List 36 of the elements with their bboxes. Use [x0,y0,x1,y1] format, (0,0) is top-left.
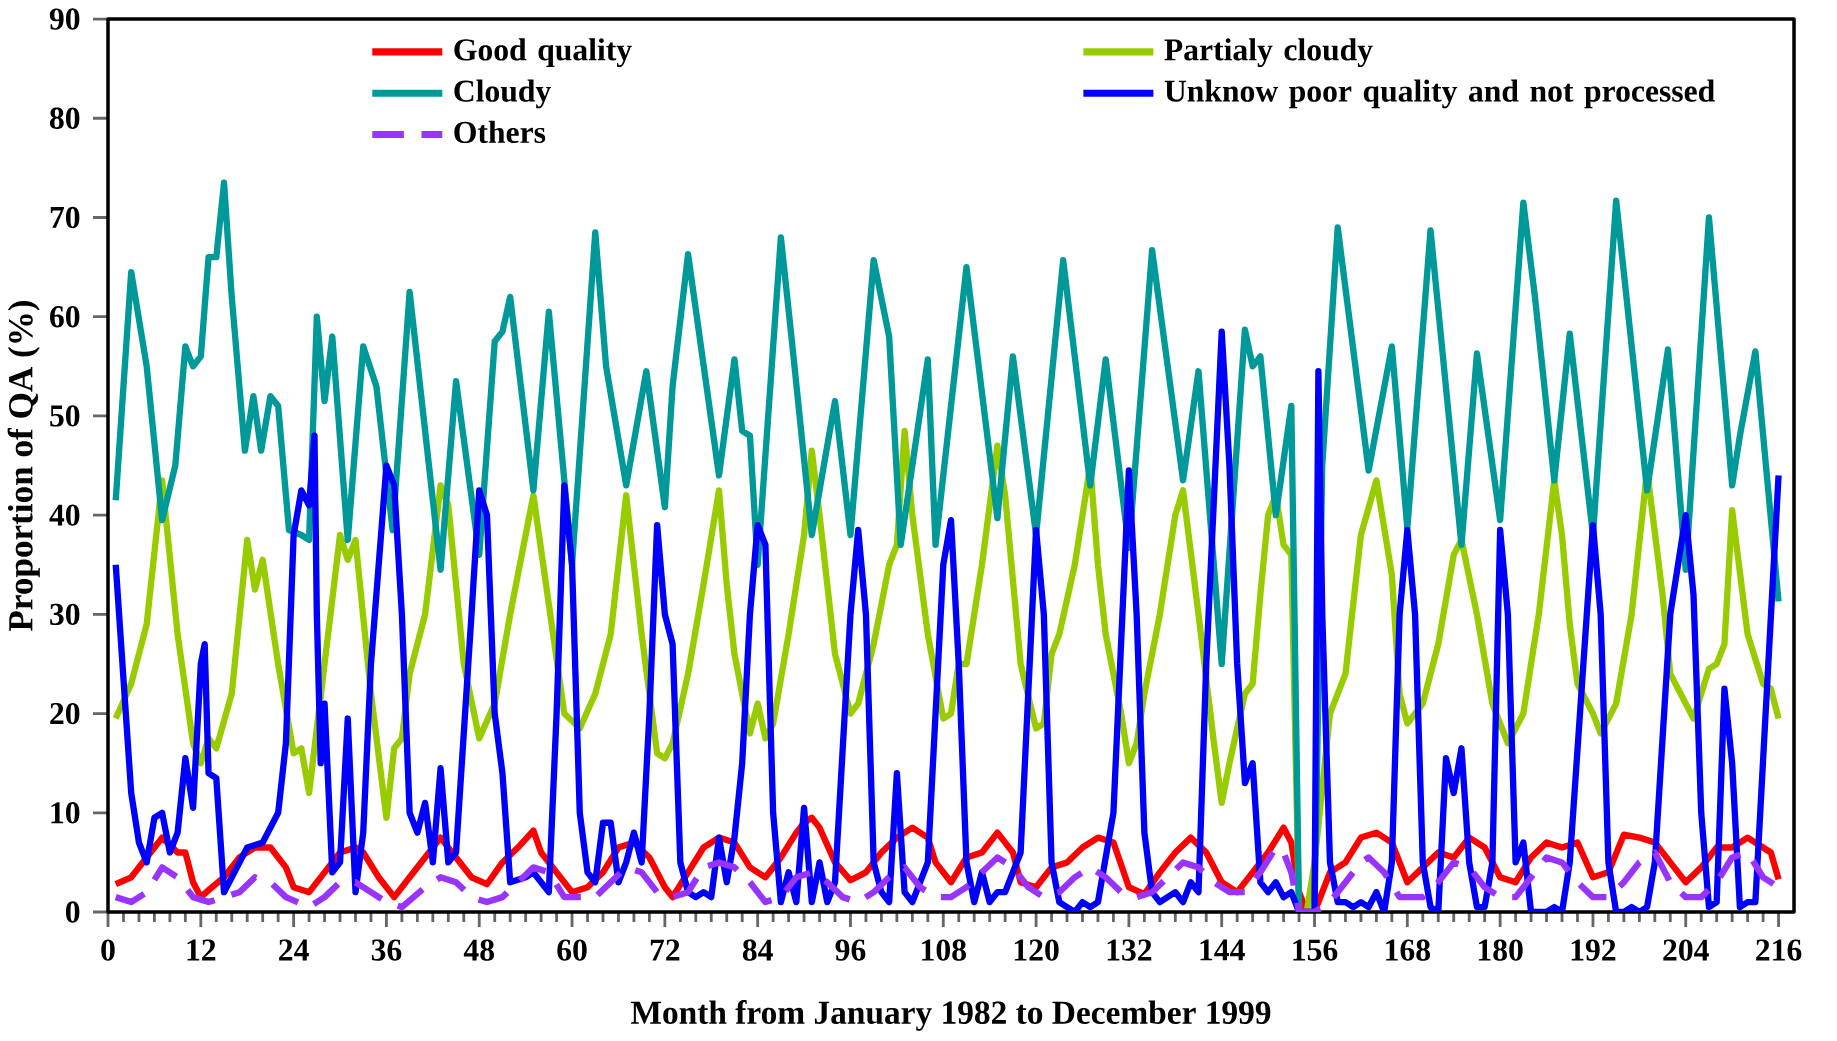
x-tick-label: 204 [1663,939,1709,961]
y-tick-label: 90 [49,8,80,30]
y-tick-label: 60 [50,306,80,328]
x-tick-label: 84 [742,939,773,961]
legend-label: Cloudy [454,79,551,109]
legend-label: Unknow poor quality and not processed [1164,79,1715,109]
legend-label: Partialy cloudy [1164,38,1373,68]
x-tick-label: 180 [1478,939,1523,961]
y-tick-label: 20 [50,702,80,725]
x-tick-label: 216 [1756,939,1802,961]
y-tick-label: 70 [50,206,80,229]
y-axis-title: Proportion of QA (%) [7,301,40,632]
x-tick-label: 12 [187,939,216,961]
legend-label: Good quality [454,38,632,68]
x-axis-title: Month from January 1982 to December 1999 [631,1000,1271,1031]
legend-label: Others [454,120,546,144]
y-tick-label: 50 [50,405,80,427]
x-tick-label: 24 [279,939,309,961]
y-tick-label: 10 [51,802,80,824]
x-tick-label: 96 [835,939,866,961]
x-tick-label: 168 [1386,939,1430,961]
x-tick-label: 0 [101,939,115,961]
x-tick-label: 72 [650,939,680,961]
x-tick-label: 192 [1571,939,1616,961]
y-tick-label: 40 [49,504,80,526]
x-tick-label: 156 [1293,939,1338,961]
x-tick-label: 36 [371,939,402,961]
x-tick-label: 48 [463,939,495,961]
y-tick-label: 30 [50,603,80,626]
x-tick-label: 120 [1014,939,1059,961]
x-tick-label: 108 [922,939,966,961]
y-tick-label: 80 [50,107,80,129]
x-tick-label: 60 [557,939,587,961]
y-tick-label: 0 [65,901,80,923]
x-tick-label: 144 [1200,939,1245,961]
x-tick-label: 132 [1107,939,1152,961]
